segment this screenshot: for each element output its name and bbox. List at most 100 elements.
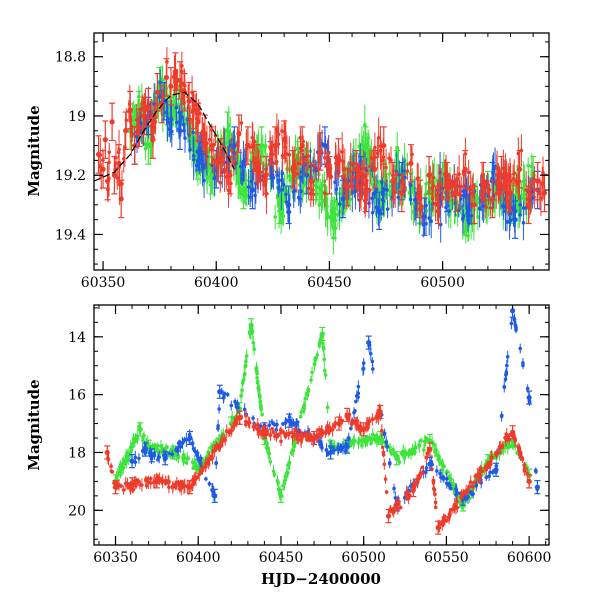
top-blue-point [170, 129, 174, 134]
top-red-point [153, 115, 158, 120]
top-red-point [281, 137, 287, 143]
bottom-blue-point [332, 448, 337, 452]
top-green-point [317, 203, 322, 207]
top-red-point [507, 190, 514, 196]
top-blue-point [174, 120, 179, 125]
top-red-point [218, 180, 223, 185]
top-red-point [136, 125, 142, 131]
top-red-point [503, 167, 508, 171]
bottom-blue-point [509, 308, 516, 314]
bottom-blue-point [504, 372, 508, 377]
top-green-point [228, 132, 233, 136]
top-blue-point [413, 198, 417, 202]
top-red-point [211, 158, 216, 162]
top-green-point [287, 174, 292, 178]
top-green-point [317, 185, 321, 189]
top-red-point [376, 135, 381, 140]
top-red-point [116, 160, 122, 166]
top-blue-point [374, 205, 379, 210]
top-blue-point [279, 188, 284, 192]
bottom-green-point [135, 436, 139, 440]
top-red-point [302, 159, 306, 163]
bottom-green-point [305, 393, 310, 397]
top-blue-point [376, 208, 382, 214]
top-x-tick-label: 60500 [420, 275, 465, 291]
bottom-green-point [391, 447, 395, 452]
top-blue-point [508, 218, 513, 223]
top-red-point [236, 131, 242, 137]
bottom-red-point [293, 427, 297, 432]
top-blue-point [465, 211, 470, 216]
bottom-green-point [186, 456, 190, 461]
top-blue-point [337, 202, 342, 206]
bottom-blue-point [229, 403, 234, 408]
bottom-blue-point [212, 493, 218, 499]
bottom-green-point [192, 460, 197, 465]
bottom-green-point [137, 426, 143, 432]
bottom-green-point [290, 450, 294, 454]
bottom-blue-point [454, 487, 458, 492]
top-blue-point [334, 187, 339, 192]
top-panel-ticks: 60350 60400 60450 60500 18.8 19 19.2 19.4 [55, 33, 549, 291]
top-blue-point [379, 180, 384, 184]
top-green-point [244, 194, 249, 199]
bottom-blue-point [221, 395, 226, 400]
top-red-point [104, 178, 111, 184]
bottom-blue-point [167, 451, 171, 456]
top-red-point [123, 128, 129, 134]
bottom-green-point [258, 395, 262, 399]
top-green-point [522, 182, 527, 187]
bottom-blue-point [270, 420, 274, 424]
bottom-green-point [370, 436, 374, 440]
bottom-green-point [402, 454, 407, 458]
bottom-blue-point [217, 407, 221, 411]
bottom-green-point [129, 448, 134, 452]
bottom-panel-data-marks [104, 305, 541, 535]
top-red-point [348, 169, 352, 173]
bottom-blue-point [347, 436, 351, 440]
top-red-point [368, 164, 372, 169]
top-blue-point [191, 157, 196, 162]
bottom-green-point [209, 445, 213, 450]
bottom-blue-point [484, 475, 489, 480]
top-blue-point [408, 183, 413, 188]
bottom-green-point [440, 462, 445, 467]
bottom-red-point [244, 422, 248, 427]
top-red-point [506, 205, 511, 210]
top-red-point [369, 156, 374, 160]
top-red-point [118, 196, 124, 202]
bottom-green-point [133, 439, 137, 443]
top-red-point [450, 193, 455, 198]
top-green-point [237, 178, 241, 182]
bottom-green-point [313, 358, 317, 363]
bottom-blue-point [509, 321, 514, 326]
bottom-green-point [417, 443, 422, 448]
top-red-point [102, 137, 108, 143]
top-blue-point [521, 220, 526, 225]
bottom-blue-point [505, 363, 509, 368]
bottom-green-point [258, 400, 262, 405]
bottom-green-point [278, 493, 284, 499]
bottom-green-point [276, 481, 280, 485]
bottom-red-point [382, 462, 387, 467]
top-red-point [361, 166, 366, 171]
bottom-blue-point [162, 455, 168, 461]
top-blue-point [158, 80, 162, 85]
bottom-blue-point [177, 440, 182, 445]
bottom-green-point [248, 322, 254, 328]
top-red-point [213, 133, 218, 138]
bottom-green-point [176, 455, 181, 459]
top-red-point [511, 177, 515, 181]
bottom-blue-point [204, 477, 208, 481]
top-red-point [95, 151, 102, 158]
top-blue-point [370, 210, 375, 215]
top-red-point [209, 142, 215, 149]
top-red-point [541, 190, 548, 196]
bottom-green-point [413, 447, 417, 451]
top-red-point [344, 184, 351, 190]
top-green-point [258, 142, 265, 149]
top-blue-point [270, 172, 275, 177]
bottom-green-point [325, 405, 330, 410]
bottom-green-point [271, 469, 276, 474]
bottom-blue-point [344, 444, 350, 450]
